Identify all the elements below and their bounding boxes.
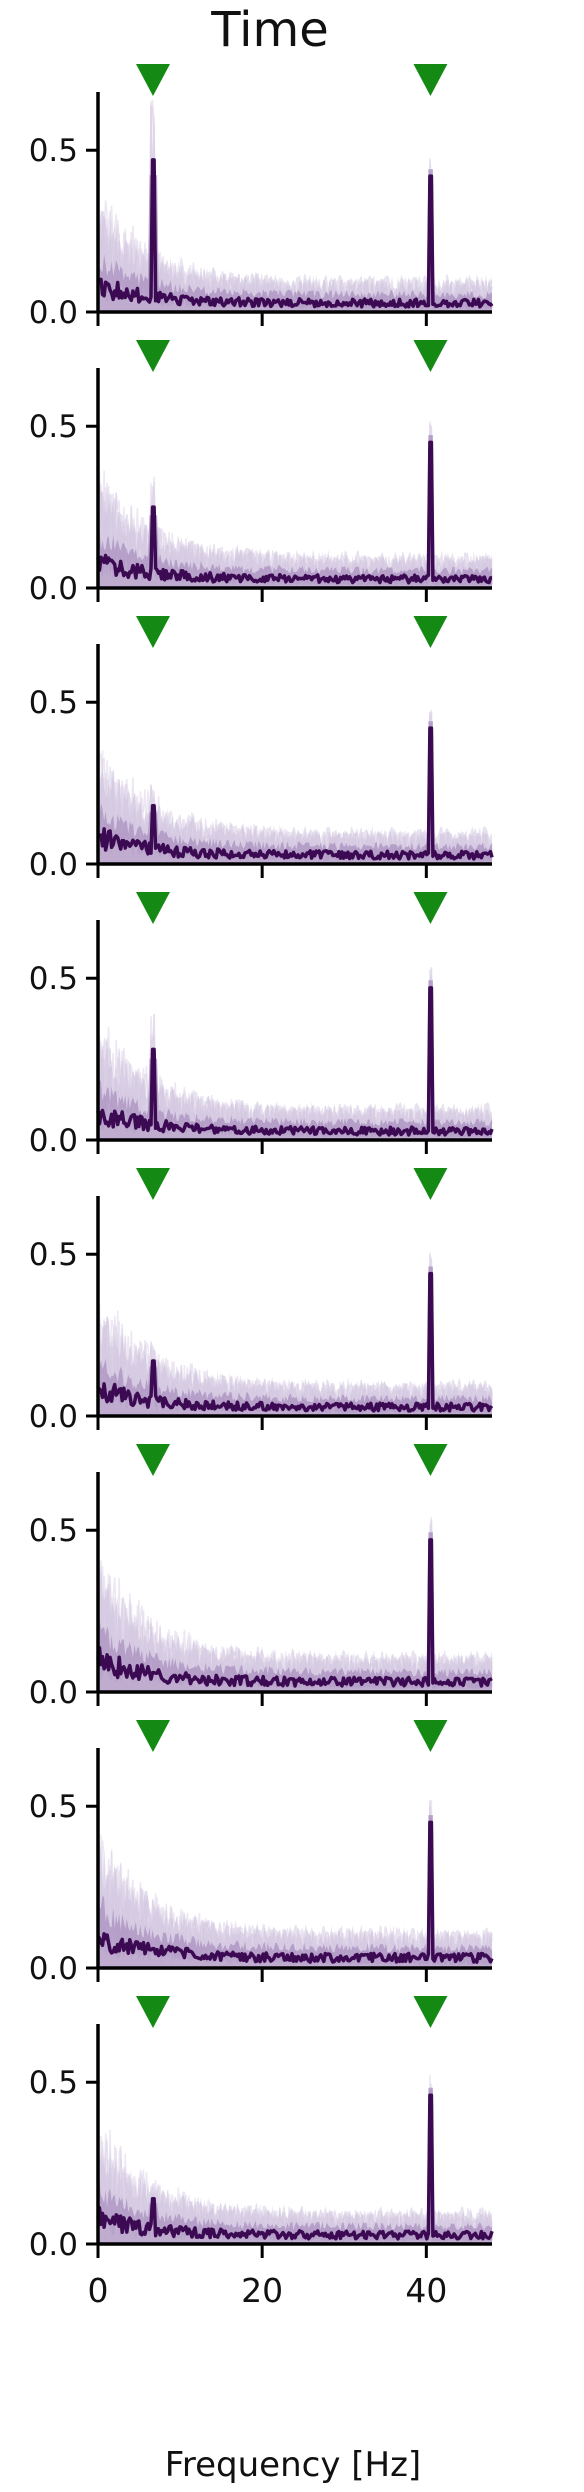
target-marker-high	[413, 616, 448, 648]
panel-2: 0.0 0.5	[29, 340, 493, 607]
x-tick-label: 0	[88, 2271, 109, 2310]
std-band-outer	[98, 1532, 492, 1692]
y-tick-label: 0.0	[29, 1399, 78, 1435]
y-tick-label: 0.5	[29, 133, 78, 169]
panel-3: 0.0 0.5	[29, 616, 494, 883]
y-tick-label: 0.5	[29, 2065, 78, 2101]
y-tick-label: 0.0	[29, 2227, 78, 2263]
y-tick-label: 0.0	[29, 1123, 78, 1159]
trial-trace	[97, 421, 493, 587]
mean-spectrum-line	[96, 1271, 494, 1413]
std-band-outer	[98, 1266, 492, 1416]
y-tick-label: 0.0	[29, 1951, 78, 1987]
target-marker-high	[413, 1720, 448, 1752]
target-marker-high	[413, 1168, 448, 1200]
target-marker-high	[413, 1444, 448, 1476]
panel-6: 0.0 0.5	[29, 1444, 493, 1711]
panel-4: 0.0 0.5	[29, 892, 494, 1159]
std-band-inner	[98, 1815, 492, 1968]
panel-1: 0.0 0.5	[29, 64, 494, 331]
trial-trace	[97, 1271, 493, 1415]
target-marker-low	[135, 1996, 170, 2028]
std-band-outer	[98, 169, 492, 312]
mean-spectrum-line	[96, 2093, 494, 2241]
target-marker-low	[135, 340, 170, 372]
target-marker-high	[413, 340, 448, 372]
trial-trace	[97, 120, 493, 311]
target-marker-low	[135, 1168, 170, 1200]
y-tick-label: 0.0	[29, 847, 78, 883]
std-band-inner	[98, 721, 492, 864]
y-tick-label: 0.0	[29, 1675, 78, 1711]
x-tick-label: 40	[405, 2271, 447, 2310]
panel-8: 0.0 0.5 0 20 40	[29, 1996, 494, 2310]
trial-trace	[97, 1536, 493, 1691]
std-band-outer	[98, 721, 492, 864]
y-tick-label: 0.0	[29, 295, 78, 331]
target-marker-low	[135, 616, 170, 648]
x-tick-label: 20	[241, 2271, 283, 2310]
mean-spectrum-line	[96, 440, 493, 585]
panels: 0.00.50.00.50.00.50.00.50.00.50.00.50.00…	[29, 64, 494, 2310]
target-marker-high	[413, 1996, 448, 2028]
panel-5: 0.0 0.5	[29, 1168, 494, 1435]
mean-spectrum-line	[96, 986, 494, 1137]
y-tick-label: 0.5	[29, 685, 78, 721]
std-band-inner	[98, 1266, 492, 1416]
trial-trace	[97, 728, 493, 863]
mean-spectrum-line	[96, 726, 494, 861]
std-band-outer	[98, 1815, 492, 1968]
target-marker-low	[135, 892, 170, 924]
target-marker-low	[135, 64, 170, 96]
y-tick-label: 0.5	[29, 961, 78, 997]
target-marker-high	[413, 892, 448, 924]
y-tick-label: 0.5	[29, 1237, 78, 1273]
x-axis-label: Frequency [Hz]	[165, 2445, 421, 2485]
mean-spectrum-line	[96, 1820, 494, 1964]
panel-7: 0.0 0.5	[29, 1720, 494, 1987]
figure-title: Time	[210, 2, 328, 58]
y-tick-label: 0.5	[29, 409, 78, 445]
target-marker-low	[135, 1444, 170, 1476]
mean-spectrum-line	[96, 1538, 493, 1688]
y-tick-label: 0.0	[29, 571, 78, 607]
target-marker-high	[413, 64, 448, 96]
std-band-outer	[98, 2087, 492, 2244]
y-tick-label: 0.5	[29, 1513, 78, 1549]
y-tick-label: 0.5	[29, 1789, 78, 1825]
mean-spectrum-line	[97, 158, 494, 309]
target-marker-low	[135, 1720, 170, 1752]
